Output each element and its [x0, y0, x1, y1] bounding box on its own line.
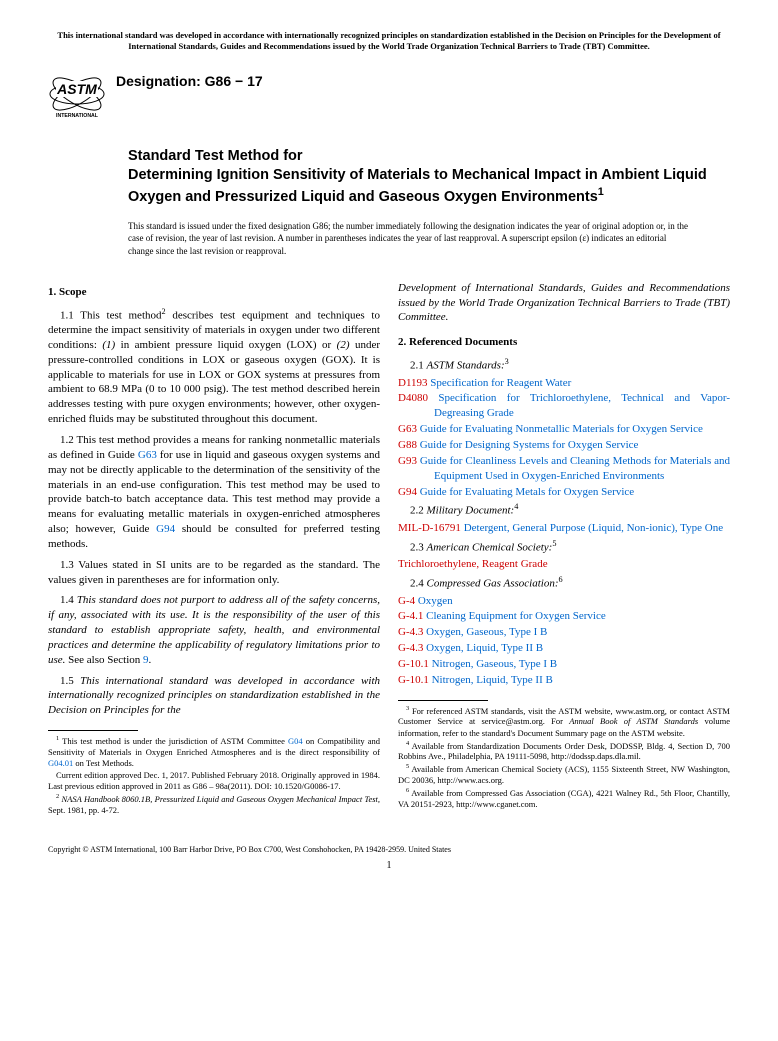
copyright: Copyright © ASTM International, 100 Barr… — [48, 845, 730, 854]
refs-acs: Trichloroethylene, Reagent Grade — [398, 557, 730, 572]
ref-item[interactable]: G-10.1 Nitrogen, Gaseous, Type I B — [398, 657, 730, 672]
footnote-rule-left — [48, 730, 138, 731]
refs-mil: MIL-D-16791 Detergent, General Purpose (… — [398, 521, 730, 536]
ref-item[interactable]: MIL-D-16791 Detergent, General Purpose (… — [398, 521, 730, 536]
ref-item[interactable]: D1193 Specification for Reagent Water — [398, 376, 730, 391]
refdocs-heading: 2. Referenced Documents — [398, 335, 730, 350]
link-g04[interactable]: G04 — [288, 736, 303, 746]
link-g04-01[interactable]: G04.01 — [48, 758, 73, 768]
refs-cga: G-4 OxygenG-4.1 Cleaning Equipment for O… — [398, 594, 730, 688]
ref-item[interactable]: G-4.1 Cleaning Equipment for Oxygen Serv… — [398, 609, 730, 624]
page-number: 1 — [48, 860, 730, 871]
scope-heading: 1. Scope — [48, 285, 380, 300]
footnote-4: 4 Available from Standardization Documen… — [398, 740, 730, 763]
ref-item[interactable]: G-10.1 Nitrogen, Liquid, Type II B — [398, 673, 730, 688]
footnote-6: 6 Available from Compressed Gas Associat… — [398, 787, 730, 810]
subhead-2-1: 2.1 ASTM Standards:3 — [398, 356, 730, 374]
designation-row: ASTM INTERNATIONAL Designation: G86 − 17 — [48, 69, 730, 119]
svg-text:ASTM: ASTM — [56, 81, 97, 97]
ref-item[interactable]: G-4 Oxygen — [398, 594, 730, 609]
footnote-5: 5 Available from American Chemical Socie… — [398, 763, 730, 786]
issuance-note: This standard is issued under the fixed … — [128, 220, 690, 256]
ref-item[interactable]: G-4.3 Oxygen, Liquid, Type II B — [398, 641, 730, 656]
ref-item[interactable]: G88 Guide for Designing Systems for Oxyg… — [398, 438, 730, 453]
header-note: This international standard was develope… — [48, 30, 730, 53]
ref-item[interactable]: G-4.3 Oxygen, Gaseous, Type I B — [398, 625, 730, 640]
title-block: Standard Test Method for Determining Ign… — [128, 147, 730, 206]
designation-text: Designation: G86 − 17 — [116, 69, 263, 89]
left-column: 1. Scope 1.1 This test method2 describes… — [48, 281, 380, 817]
body-columns: 1. Scope 1.1 This test method2 describes… — [48, 281, 730, 817]
footnote-rule-right — [398, 700, 488, 701]
ref-item[interactable]: G93 Guide for Cleanliness Levels and Cle… — [398, 454, 730, 484]
subhead-2-2: 2.2 Military Document:4 — [398, 501, 730, 519]
ref-item[interactable]: D4080 Specification for Trichloroethylen… — [398, 391, 730, 421]
footnote-3: 3 For referenced ASTM standards, visit t… — [398, 705, 730, 739]
para-1-4: 1.4 This standard does not purport to ad… — [48, 593, 380, 667]
subhead-2-3: 2.3 American Chemical Society:5 — [398, 538, 730, 556]
link-g63[interactable]: G63 — [138, 449, 157, 461]
link-g94[interactable]: G94 — [156, 523, 175, 535]
page: This international standard was develope… — [0, 0, 778, 891]
para-1-1: 1.1 This test method2 describes test equ… — [48, 306, 380, 427]
ref-item[interactable]: G63 Guide for Evaluating Nonmetallic Mat… — [398, 422, 730, 437]
svg-text:INTERNATIONAL: INTERNATIONAL — [56, 113, 99, 119]
footnote-1-edition: Current edition approved Dec. 1, 2017. P… — [48, 770, 380, 792]
para-1-5: 1.5 This international standard was deve… — [48, 674, 380, 719]
para-1-2: 1.2 This test method provides a means fo… — [48, 433, 380, 552]
title-prefix: Standard Test Method for — [128, 147, 730, 166]
ref-item[interactable]: Trichloroethylene, Reagent Grade — [398, 557, 730, 572]
para-1-3: 1.3 Values stated in SI units are to be … — [48, 558, 380, 588]
para-1-5-cont: Development of International Standards, … — [398, 281, 730, 326]
astm-logo: ASTM INTERNATIONAL — [48, 69, 106, 119]
ref-item[interactable]: G94 Guide for Evaluating Metals for Oxyg… — [398, 485, 730, 500]
refs-astm: D1193 Specification for Reagent WaterD40… — [398, 376, 730, 500]
title-main: Determining Ignition Sensitivity of Mate… — [128, 166, 730, 207]
footnote-1: 1 This test method is under the jurisdic… — [48, 735, 380, 769]
subhead-2-4: 2.4 Compressed Gas Association:6 — [398, 574, 730, 592]
footnote-2: 2 NASA Handbook 8060.1B, Pressurized Liq… — [48, 793, 380, 816]
right-column: Development of International Standards, … — [398, 281, 730, 817]
